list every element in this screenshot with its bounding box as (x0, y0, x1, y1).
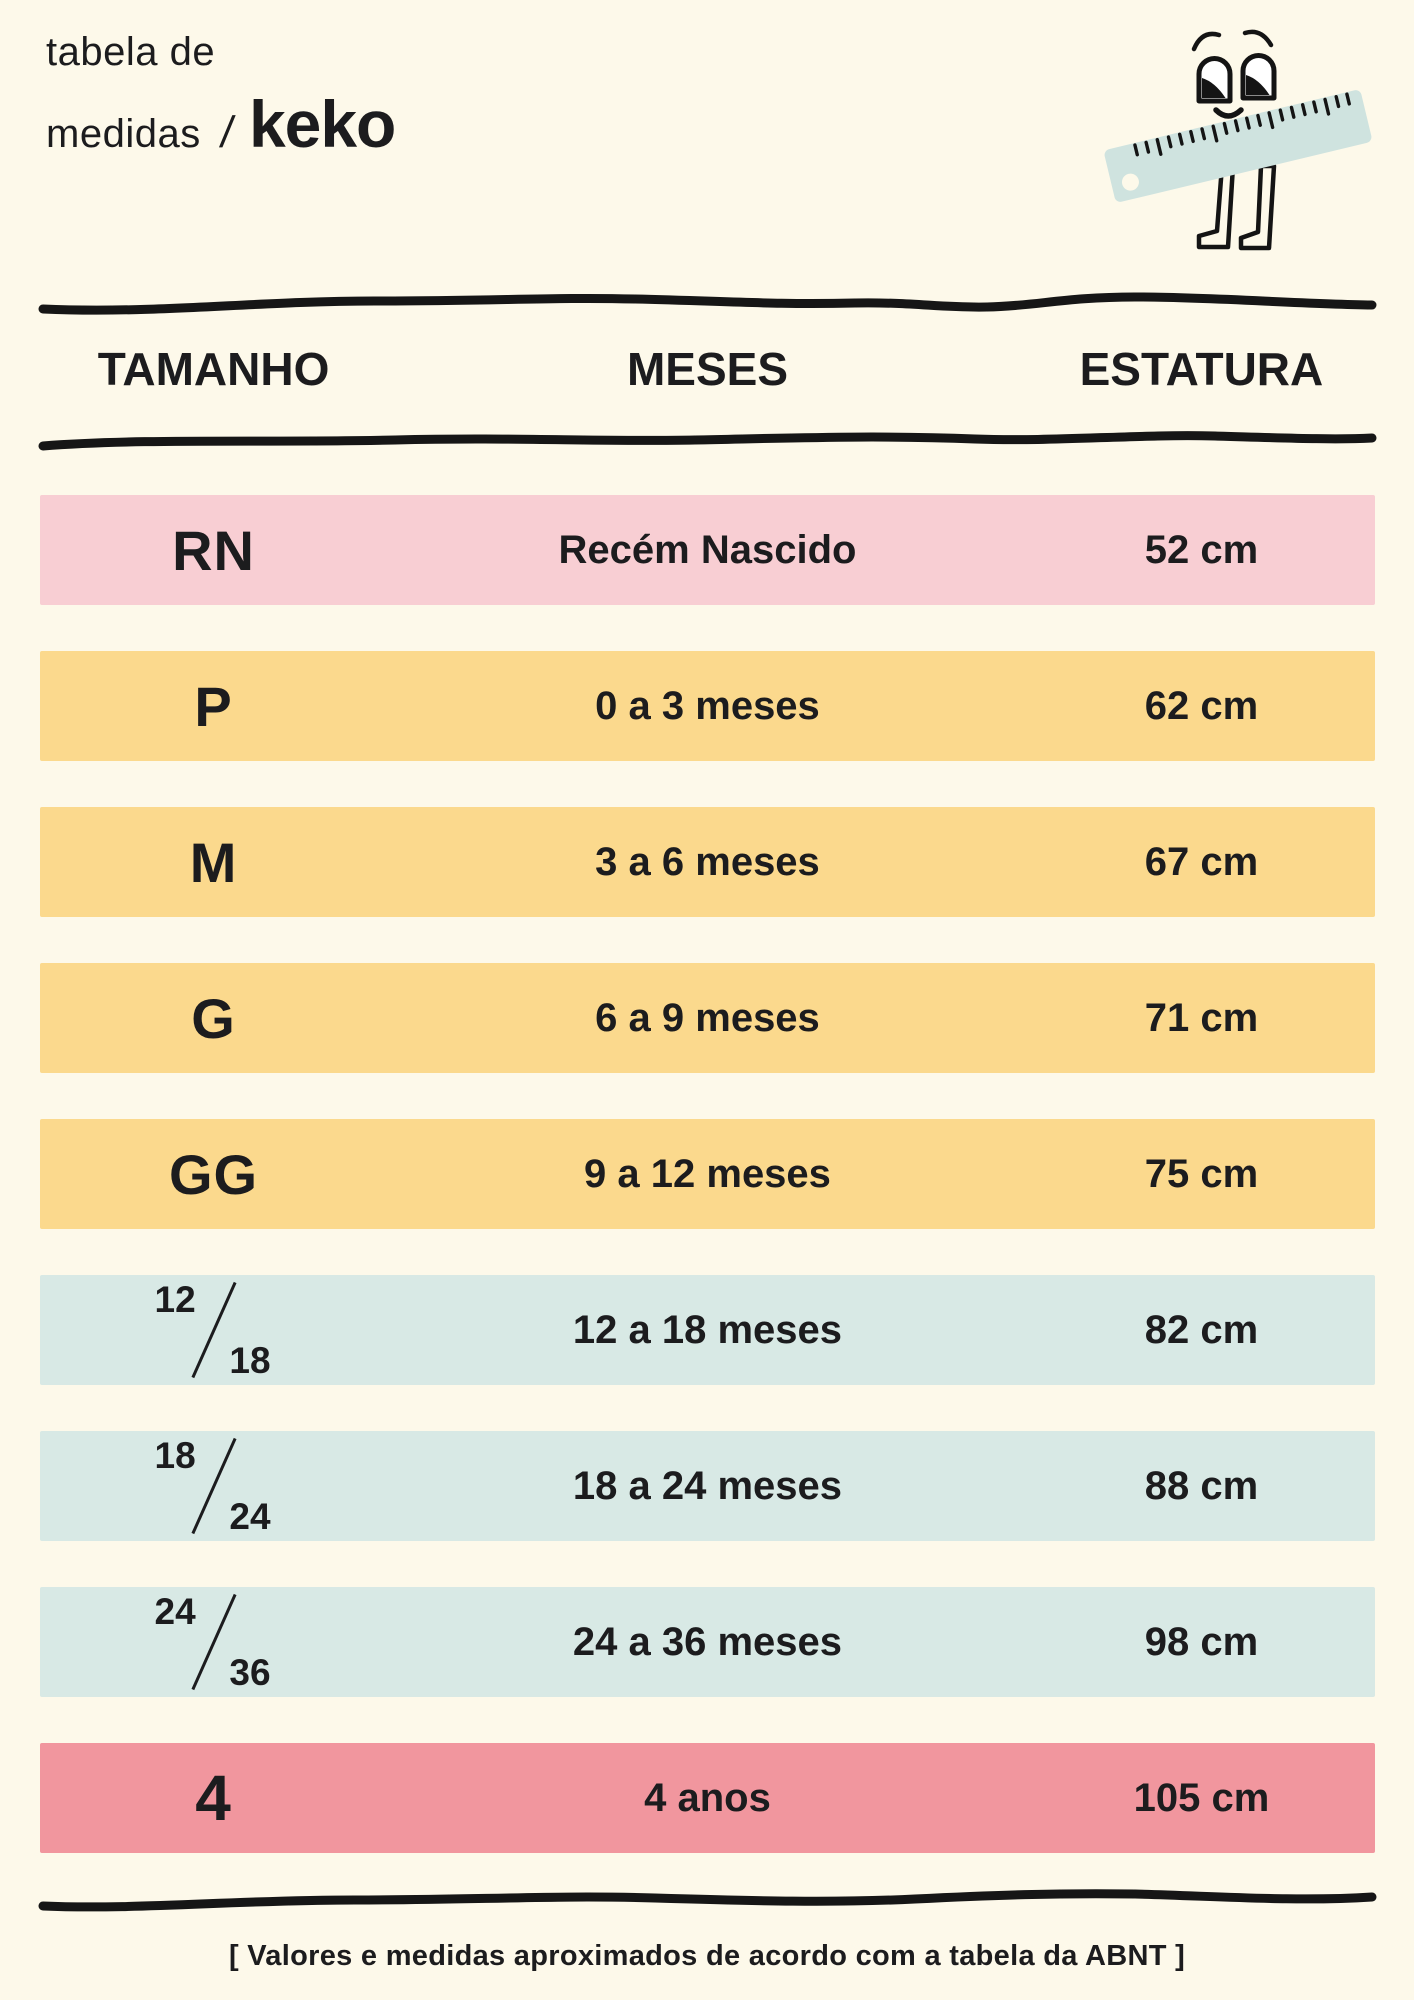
height-cell: 71 cm (1028, 996, 1375, 1041)
size-label: RN (172, 518, 255, 582)
table-row: 4 4 anos 105 cm (40, 1743, 1375, 1853)
table-row: 12 18 12 a 18 meses 82 cm (40, 1275, 1375, 1385)
height-cell: 52 cm (1028, 528, 1375, 573)
table-row: RN Recém Nascido 52 cm (40, 495, 1375, 605)
height-label: 71 cm (1144, 995, 1259, 1040)
height-label: 88 cm (1144, 1463, 1259, 1508)
months-cell: 3 a 6 meses (387, 840, 1028, 885)
size-cell: RN (40, 518, 387, 583)
height-label: 52 cm (1144, 527, 1259, 572)
ruler-ticks (1133, 92, 1351, 157)
months-cell: Recém Nascido (387, 528, 1028, 573)
height-label: 82 cm (1144, 1307, 1259, 1352)
title-block: tabela de medidas / keko (46, 30, 396, 162)
mascot-right-eyebrow (1242, 29, 1274, 48)
fraction-denominator: 24 (229, 1496, 271, 1537)
mascot-left-eyebrow (1191, 31, 1222, 52)
months-label: 4 anos (644, 1775, 771, 1820)
size-cell: G (40, 986, 387, 1051)
months-cell: 4 anos (387, 1776, 1028, 1821)
height-label: 98 cm (1144, 1619, 1259, 1664)
months-cell: 24 a 36 meses (387, 1620, 1028, 1665)
months-label: 6 a 9 meses (595, 995, 820, 1040)
slash-separator: / (217, 108, 237, 157)
size-cell: GG (40, 1142, 387, 1207)
size-cell: 12 18 (40, 1279, 387, 1381)
months-cell: 9 a 12 meses (387, 1152, 1028, 1197)
months-label: 9 a 12 meses (584, 1151, 831, 1196)
size-cell: P (40, 674, 387, 739)
size-label: M (189, 830, 238, 894)
table-row: 24 36 24 a 36 meses 98 cm (40, 1587, 1375, 1697)
size-cell: M (40, 830, 387, 895)
months-label: Recém Nascido (558, 527, 857, 572)
height-cell: 62 cm (1028, 684, 1375, 729)
ruler-body (1104, 90, 1372, 202)
height-cell: 98 cm (1028, 1620, 1375, 1665)
table-row: M 3 a 6 meses 67 cm (40, 807, 1375, 917)
size-label: P (194, 674, 233, 738)
fraction-numerator: 24 (154, 1591, 196, 1632)
page-title-line1: tabela de (46, 30, 216, 74)
height-label: 105 cm (1133, 1775, 1270, 1820)
height-cell: 88 cm (1028, 1464, 1375, 1509)
ruler-mascot-icon (1104, 29, 1372, 251)
months-cell: 18 a 24 meses (387, 1464, 1028, 1509)
table-row: 18 24 18 a 24 meses 88 cm (40, 1431, 1375, 1541)
table-row: GG 9 a 12 meses 75 cm (40, 1119, 1375, 1229)
height-cell: 82 cm (1028, 1308, 1375, 1353)
mascot-right-eye (1240, 53, 1277, 101)
fraction-denominator: 36 (229, 1652, 271, 1693)
height-label: 75 cm (1144, 1151, 1259, 1196)
column-header-estatura: ESTATURA (1079, 343, 1324, 395)
brand-logo: keko (248, 87, 396, 161)
months-cell: 6 a 9 meses (387, 996, 1028, 1041)
months-cell: 12 a 18 meses (387, 1308, 1028, 1353)
table-row: P 0 a 3 meses 62 cm (40, 651, 1375, 761)
mascot-right-leg (1238, 163, 1277, 251)
height-label: 62 cm (1144, 683, 1259, 728)
months-label: 3 a 6 meses (595, 839, 820, 884)
height-cell: 105 cm (1028, 1776, 1375, 1821)
size-table: RN Recém Nascido 52 cm P 0 a 3 meses 62 … (40, 495, 1375, 1853)
table-row: G 6 a 9 meses 71 cm (40, 963, 1375, 1073)
mascot-smile (1213, 107, 1244, 119)
fraction-numerator: 12 (154, 1279, 196, 1320)
column-header-meses: MESES (626, 343, 789, 395)
wavy-divider-header (38, 431, 1377, 451)
wavy-divider-bottom (38, 1889, 1377, 1912)
fraction-denominator: 18 (229, 1340, 271, 1381)
height-label: 67 cm (1144, 839, 1259, 884)
footer-note: [ Valores e medidas aproximados de acord… (228, 1940, 1186, 1972)
height-cell: 75 cm (1028, 1152, 1375, 1197)
months-label: 24 a 36 meses (572, 1619, 843, 1664)
fraction-size-label: 18 24 (155, 1435, 273, 1537)
ruler-hole (1121, 173, 1139, 191)
page-title-line2: medidas (46, 112, 201, 156)
months-label: 12 a 18 meses (572, 1307, 843, 1352)
size-cell: 18 24 (40, 1435, 387, 1537)
size-label: G (191, 986, 236, 1050)
column-header-tamanho: TAMANHO (97, 343, 330, 395)
months-label: 0 a 3 meses (595, 683, 820, 728)
height-cell: 67 cm (1028, 840, 1375, 885)
size-cell: 4 (40, 1761, 387, 1835)
fraction-size-label: 12 18 (155, 1279, 273, 1381)
wavy-divider-top (38, 292, 1377, 315)
months-cell: 0 a 3 meses (387, 684, 1028, 729)
table-header-row: TAMANHO MESES ESTATURA (40, 336, 1375, 402)
months-label: 18 a 24 meses (572, 1463, 843, 1508)
size-cell: 24 36 (40, 1591, 387, 1693)
size-label: GG (168, 1142, 259, 1206)
fraction-numerator: 18 (154, 1435, 196, 1476)
fraction-size-label: 24 36 (155, 1591, 273, 1693)
mascot-left-eye (1196, 56, 1233, 104)
size-label: 4 (195, 1762, 232, 1834)
